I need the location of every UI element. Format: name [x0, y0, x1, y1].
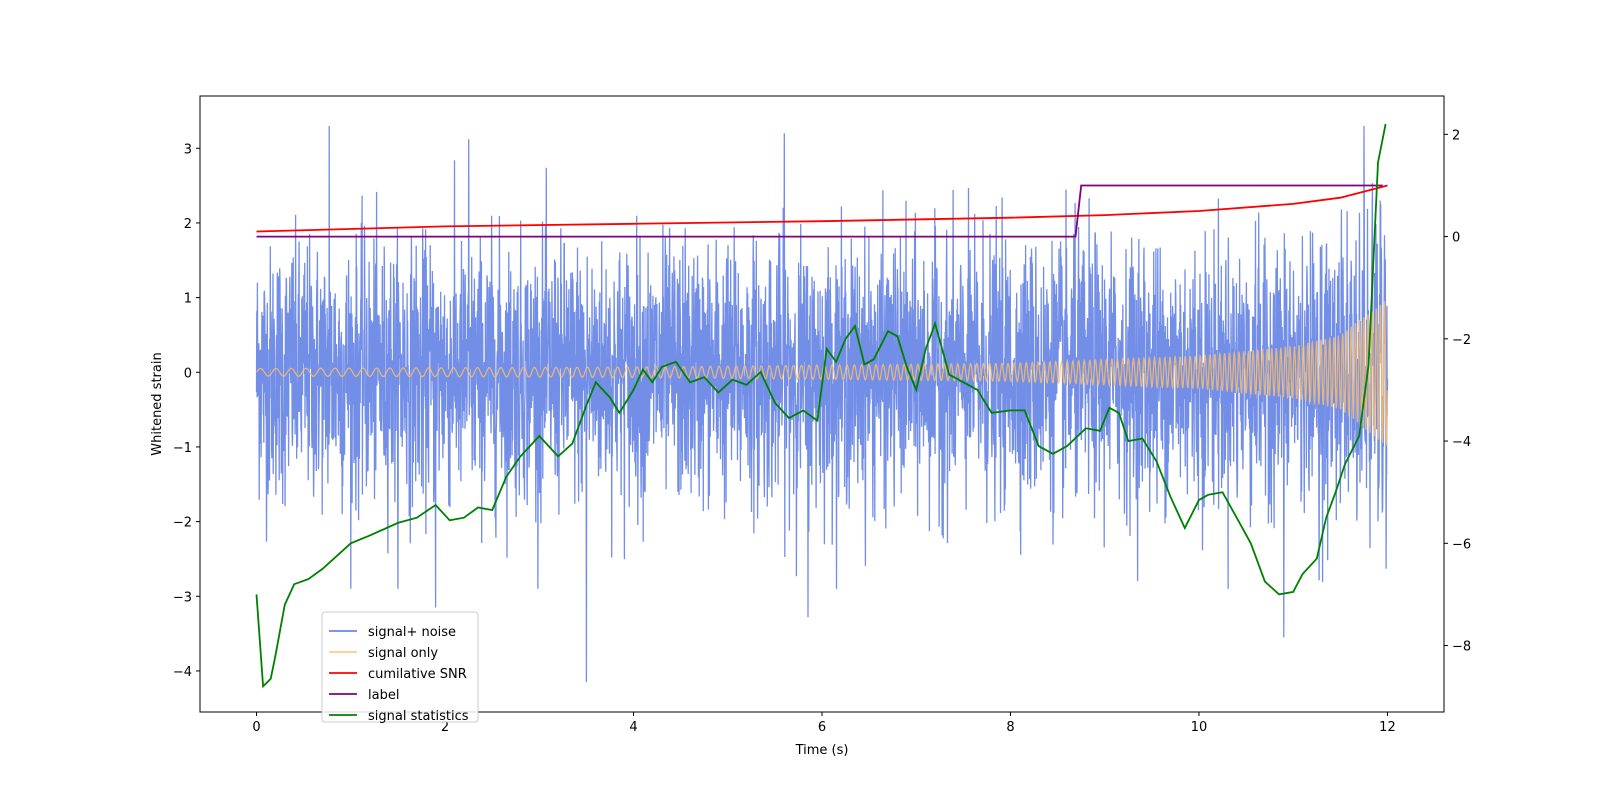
y-axis-label: Whitened strain [150, 352, 165, 455]
y2-tick-label: −4 [1452, 435, 1471, 450]
legend-box [321, 611, 479, 723]
plot-series-layer [255, 123, 1389, 689]
y-tick-label: −1 [173, 441, 192, 456]
series-cumilative-snr [256, 184, 1388, 233]
x-tick-label: 10 [1191, 720, 1208, 735]
x-tick-label: 4 [629, 720, 637, 735]
y-tick-label: −2 [173, 516, 192, 531]
x-tick-label: 2 [441, 720, 449, 735]
legend-label: label [368, 688, 399, 703]
series-label [256, 184, 1383, 238]
y2-tick-label: 2 [1452, 128, 1460, 143]
legend-label: signal statistics [368, 709, 469, 724]
x-tick-label: 12 [1379, 720, 1396, 735]
x-tick-label: 8 [1006, 720, 1014, 735]
y-tick-label: 1 [184, 292, 192, 307]
x-tick-label: 6 [818, 720, 826, 735]
y-tick-label: −4 [173, 665, 192, 680]
legend-label: signal only [368, 646, 438, 661]
y-tick-label: 0 [184, 366, 192, 381]
legend: signal+ noise signal only cumilative SNR la… [321, 611, 479, 724]
y2-tick-label: −2 [1452, 333, 1471, 348]
x-axis-label: Time (s) [795, 743, 849, 758]
y2-tick-label: −8 [1452, 640, 1471, 655]
series-signal-statistics [255, 123, 1387, 689]
y-tick-label: 2 [184, 217, 192, 232]
x-tick-label: 0 [252, 720, 260, 735]
legend-label: cumilative SNR [368, 667, 467, 682]
y-tick-label: −3 [173, 590, 192, 605]
series-signal-only [255, 300, 1389, 446]
legend-label: signal+ noise [368, 625, 456, 640]
y2-tick-label: 0 [1452, 231, 1460, 246]
y2-tick-label: −6 [1452, 537, 1471, 552]
y-tick-label: 3 [184, 142, 192, 157]
